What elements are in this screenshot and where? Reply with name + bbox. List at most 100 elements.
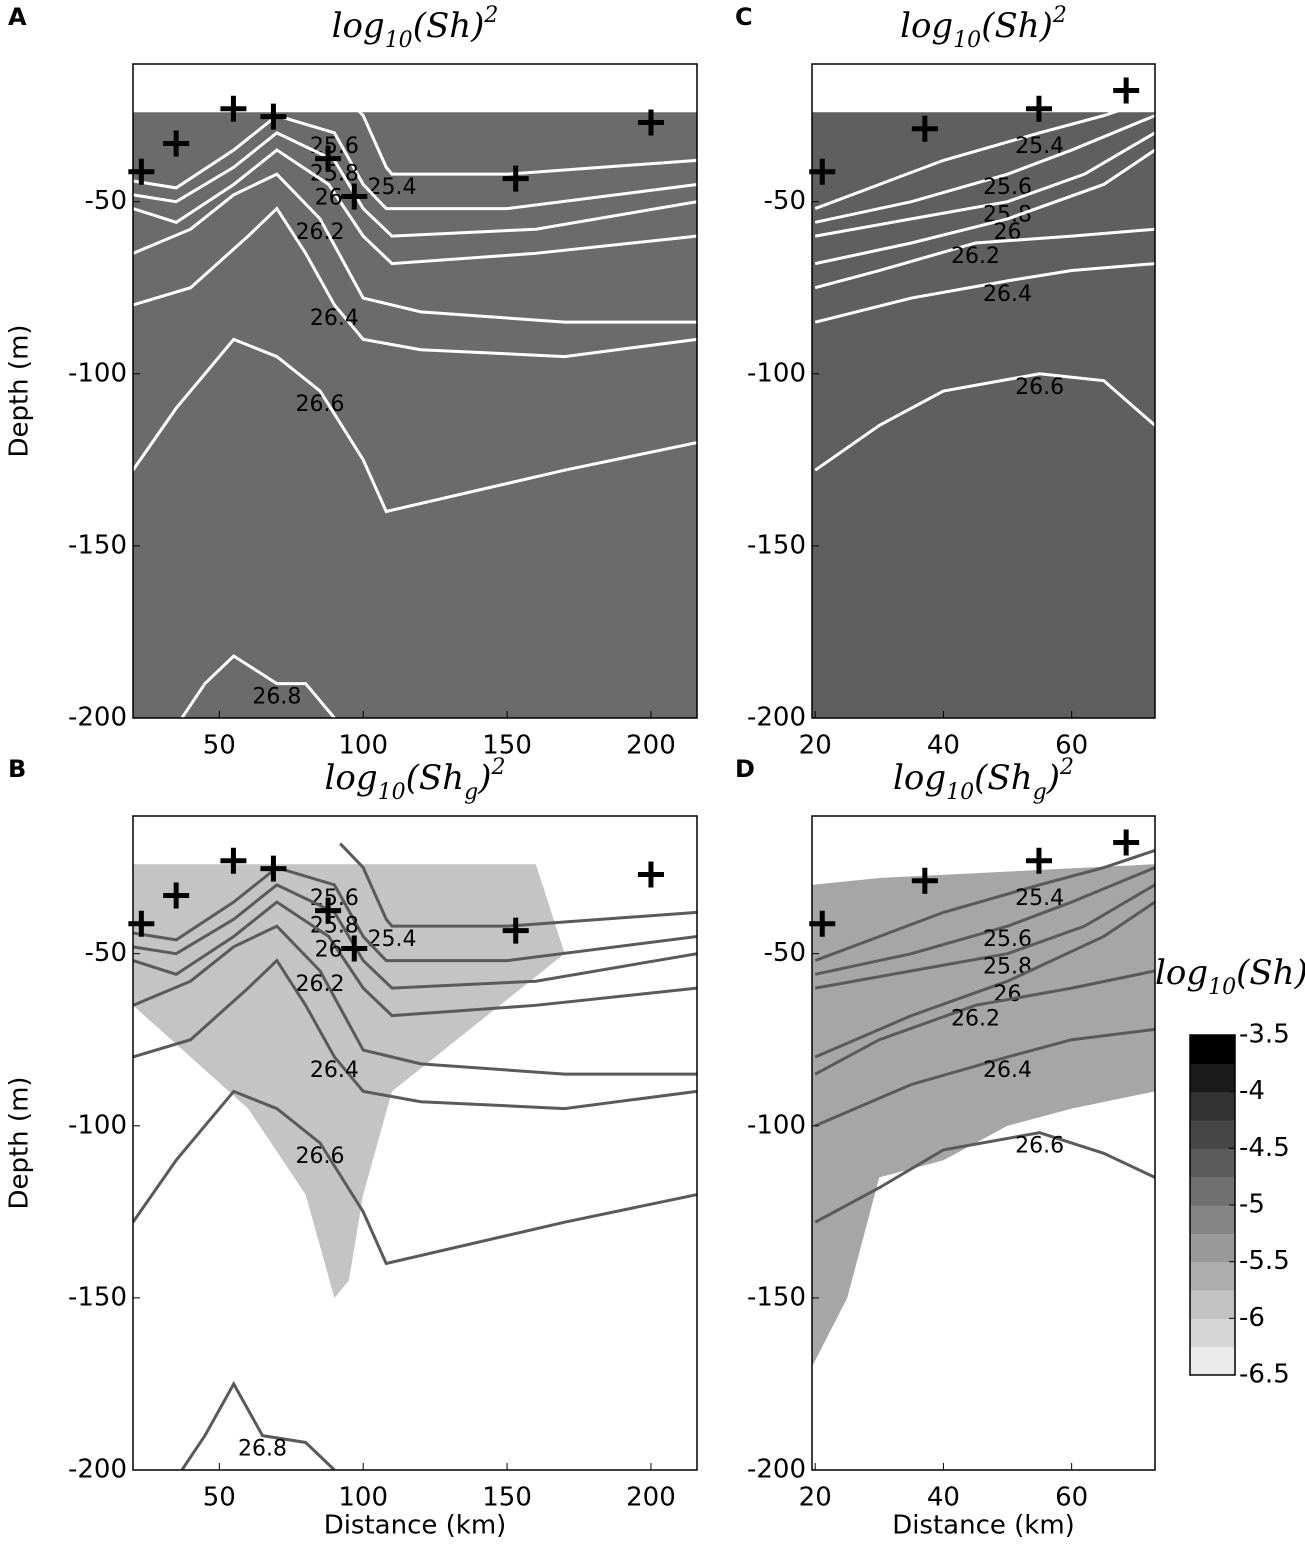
contour-label: 26.2 — [296, 972, 345, 997]
contour-line — [339, 842, 697, 928]
y-tick-label: -100 — [68, 358, 127, 388]
station-marker — [637, 109, 664, 136]
x-tick-label: 150 — [482, 1483, 532, 1513]
y-tick-label: -200 — [68, 1455, 127, 1485]
contour-line — [814, 372, 1155, 472]
station-marker — [1113, 77, 1140, 104]
colorbar-band — [1190, 1176, 1235, 1206]
y-tick-label: -50 — [85, 938, 127, 968]
station-marker — [315, 897, 342, 924]
colorbar-tick-label: -4.5 — [1239, 1133, 1290, 1163]
station-marker — [1025, 95, 1052, 122]
panel-label: B — [8, 755, 26, 783]
station-marker — [341, 935, 368, 962]
station-marker — [1113, 829, 1140, 856]
x-tick-label: 40 — [927, 731, 960, 761]
colorbar-tick-label: -5.5 — [1239, 1246, 1290, 1276]
colorbar-band — [1190, 1205, 1235, 1234]
x-tick-label: 200 — [626, 1483, 676, 1513]
contour-line — [814, 227, 1155, 290]
x-axis-label: Distance (km) — [324, 1511, 507, 1541]
colorbar-tick-label: -6 — [1239, 1303, 1265, 1333]
contour-line — [133, 172, 697, 324]
station-marker — [637, 861, 664, 888]
title-part: 2 — [1052, 3, 1067, 28]
station-marker — [502, 165, 529, 192]
station-marker — [315, 145, 342, 172]
y-tick-label: -50 — [764, 938, 806, 968]
y-tick-label: -150 — [747, 1282, 806, 1312]
colorbar-band — [1190, 1148, 1235, 1178]
x-tick-label: 20 — [799, 1483, 832, 1513]
contour-label: 26.6 — [1015, 375, 1064, 400]
contour-line — [814, 1027, 1155, 1128]
x-tick-label: 60 — [1055, 1483, 1088, 1513]
title-part: g — [464, 780, 478, 805]
title-part: (Sh — [974, 758, 1032, 798]
title-part: log — [900, 6, 953, 46]
title-part: log — [893, 758, 946, 798]
contour-label: 26.2 — [951, 1006, 1000, 1031]
x-tick-label: 50 — [203, 731, 236, 761]
y-tick-label: -200 — [747, 703, 806, 733]
contour-line — [133, 900, 697, 1018]
title-part: (Sh) — [981, 6, 1053, 46]
y-axis-label: Depth (m) — [5, 1076, 35, 1209]
x-tick-label: 40 — [927, 1483, 960, 1513]
title-part: ) — [477, 758, 491, 798]
x-tick-label: 100 — [338, 1483, 388, 1513]
y-tick-label: -100 — [747, 1110, 806, 1140]
title-part: (Sh) — [1236, 953, 1305, 993]
contour-label: 25.8 — [310, 913, 359, 938]
x-tick-label: 100 — [338, 731, 388, 761]
title-part: (Sh) — [413, 6, 485, 46]
title-part: 2 — [1059, 755, 1074, 780]
title-part: 10 — [1208, 975, 1236, 1000]
y-tick-label: -50 — [85, 186, 127, 216]
colorbar-band — [1190, 1290, 1235, 1319]
station-marker — [341, 183, 368, 210]
station-marker — [260, 103, 287, 130]
title-part: 10 — [946, 780, 974, 805]
title: log10(Shg)2 — [325, 755, 506, 805]
colorbar-band — [1190, 1120, 1235, 1149]
contour-line — [814, 114, 1155, 224]
contour-line — [133, 337, 697, 514]
title: log10(Sh)2 — [900, 3, 1067, 53]
contour-label: 26.2 — [951, 244, 1000, 269]
shaded-region — [812, 112, 1155, 718]
contour-line — [814, 148, 1155, 266]
title-part: g — [1033, 780, 1047, 805]
title-part: 10 — [953, 28, 981, 53]
axes-frame — [811, 815, 1156, 1471]
station-marker — [1025, 847, 1052, 874]
colorbar-tick-label: -5 — [1239, 1190, 1265, 1220]
contour-line — [180, 654, 336, 718]
title-part: log — [332, 6, 385, 46]
title: log10(Sh)2 — [1155, 950, 1305, 1000]
contour-label: 26.4 — [983, 282, 1032, 307]
station-marker — [911, 867, 938, 894]
contour-line — [133, 924, 697, 1076]
contour-label: 26.2 — [296, 220, 345, 245]
contour-line — [180, 1380, 336, 1470]
contour-label: 26.8 — [252, 685, 301, 710]
colorbar-band — [1190, 1261, 1235, 1291]
title-part: 10 — [378, 780, 406, 805]
title-part: log — [325, 758, 378, 798]
contour-label: 26.4 — [983, 1058, 1032, 1083]
shaded-region — [133, 112, 697, 718]
axes-frame — [132, 815, 698, 1471]
colorbar-tick-label: -4 — [1239, 1076, 1265, 1106]
station-marker — [502, 917, 529, 944]
contour-line — [133, 865, 697, 963]
axes-frame — [811, 63, 1156, 719]
contour-line — [133, 148, 697, 266]
x-tick-label: 50 — [203, 1483, 236, 1513]
colorbar-band — [1190, 1318, 1235, 1348]
x-tick-label: 60 — [1055, 731, 1088, 761]
colorbar-band — [1190, 1063, 1235, 1093]
